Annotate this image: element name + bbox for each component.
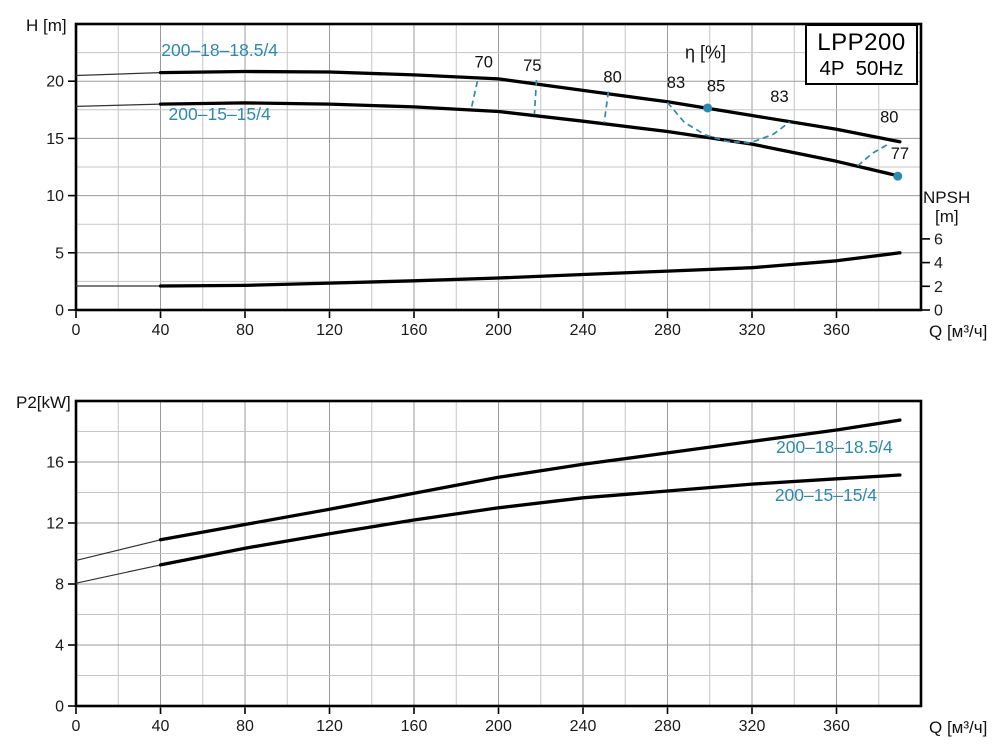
y-axis-label: H [m] xyxy=(26,16,67,35)
efficiency-contour-80 xyxy=(857,142,890,167)
y-tick-label: 12 xyxy=(46,516,64,533)
x-tick-label: 240 xyxy=(570,322,597,339)
x-tick-label: 120 xyxy=(316,322,343,339)
efficiency-contour-70 xyxy=(470,81,479,110)
curve-200–15–15/4 xyxy=(158,101,902,178)
x-tick-label: 200 xyxy=(485,322,512,339)
curve-lead-200–15–15/4 xyxy=(75,103,161,107)
x-tick-label: 320 xyxy=(739,322,766,339)
efficiency-point-dot xyxy=(893,171,903,181)
curve-200–18–18.5/4 xyxy=(158,69,902,144)
head-npsh-chart: 0 40 80 120 160 200 240 280 320 360051015200246NP… xyxy=(26,16,987,341)
curve-label: 200–18–18.5/4 xyxy=(776,437,893,457)
curve-lead-200–15–15/4 xyxy=(75,564,161,584)
npsh-tick-label: 4 xyxy=(934,255,943,272)
model-spec: 4P 50Hz xyxy=(819,57,904,80)
plot-border xyxy=(74,22,923,312)
x-tick-label: 80 xyxy=(236,718,254,735)
npsh-axis-label: NPSH xyxy=(923,188,970,207)
efficiency-contour-83 xyxy=(666,101,791,144)
x-tick-label: 160 xyxy=(401,322,428,339)
y-tick-label: 0 xyxy=(55,699,64,716)
npsh-tick-label: 6 xyxy=(934,231,943,248)
y-tick-label: 10 xyxy=(46,188,64,205)
efficiency-value-label: 83 xyxy=(770,88,788,106)
y-tick-label: 16 xyxy=(46,455,64,472)
x-tick-label: 40 xyxy=(152,322,170,339)
y-tick-label: 8 xyxy=(55,577,64,594)
x-tick-label: 40 xyxy=(152,718,170,735)
x-tick-label: 280 xyxy=(654,718,681,735)
efficiency-value-label: 85 xyxy=(707,77,725,95)
x-tick-label: 0 xyxy=(72,718,81,735)
y-tick-label: 15 xyxy=(46,131,64,148)
efficiency-value-label: 80 xyxy=(880,108,898,126)
plot-border xyxy=(74,399,923,708)
x-tick-label: 160 xyxy=(401,718,428,735)
model-name: LPP200 xyxy=(817,29,906,56)
efficiency-value-label: 77 xyxy=(891,145,909,163)
npsh-tick-label: 0 xyxy=(934,303,943,320)
curve-lead-200–18–18.5/4 xyxy=(75,539,161,561)
curve-label: 200–18–18.5/4 xyxy=(161,40,278,60)
x-tick-label: 280 xyxy=(654,322,681,339)
efficiency-contour-80 xyxy=(603,91,610,124)
curve-200–15–15/4 xyxy=(158,473,902,567)
curve-NPSH xyxy=(158,251,902,288)
x-tick-label: 360 xyxy=(823,718,850,735)
efficiency-value-label: 80 xyxy=(603,68,621,86)
y-tick-label: 0 xyxy=(55,303,64,320)
efficiency-value-label: 75 xyxy=(523,57,541,75)
efficiency-value-label: 83 xyxy=(667,74,685,92)
curve-200–18–18.5/4 xyxy=(158,418,902,542)
x-tick-label: 200 xyxy=(485,718,512,735)
x-tick-label: 360 xyxy=(823,322,850,339)
curve-label: 200–15–15/4 xyxy=(775,485,877,505)
model-title-box: LPP200 4P 50Hz xyxy=(805,24,918,85)
x-tick-label: 240 xyxy=(570,718,597,735)
x-axis-label: Q [м³/ч] xyxy=(929,322,987,341)
curve-label: 200–15–15/4 xyxy=(169,104,271,124)
npsh-tick-label: 2 xyxy=(934,279,943,296)
y-tick-label: 4 xyxy=(55,638,64,655)
x-tick-label: 80 xyxy=(236,322,254,339)
y-axis-label: P2[kW] xyxy=(16,393,71,412)
x-tick-label: 0 xyxy=(72,322,81,339)
y-tick-label: 5 xyxy=(55,245,64,262)
curve-lead-200–18–18.5/4 xyxy=(75,72,161,77)
x-tick-label: 320 xyxy=(739,718,766,735)
power-chart: 0 40 80 120 160 200 240 280 320 360 0 4 8 12 16 Q [м³/ч… xyxy=(16,393,987,737)
x-axis-label: Q [м³/ч] xyxy=(929,718,987,737)
x-tick-label: 120 xyxy=(316,718,343,735)
efficiency-axis-title: η [%] xyxy=(685,42,726,62)
y-tick-label: 20 xyxy=(46,74,64,91)
efficiency-point-dot xyxy=(703,103,713,113)
npsh-axis-label: [m] xyxy=(935,207,959,226)
efficiency-value-label: 70 xyxy=(475,53,493,71)
efficiency-contour-75 xyxy=(533,80,538,115)
